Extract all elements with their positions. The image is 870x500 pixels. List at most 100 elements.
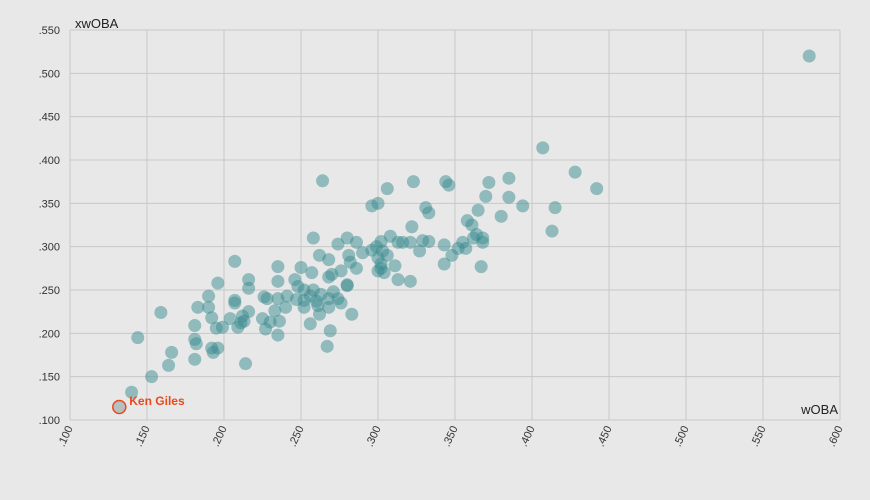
data-point: [322, 253, 336, 267]
y-tick-label: .550: [39, 25, 60, 37]
data-point: [391, 273, 405, 287]
x-tick-label: .300: [364, 424, 384, 448]
data-point: [205, 311, 219, 325]
data-point: [545, 224, 559, 238]
x-tick-label: .100: [56, 424, 76, 448]
data-point: [802, 49, 816, 63]
y-tick-label: .300: [39, 242, 60, 254]
data-point: [502, 171, 516, 185]
data-point: [303, 317, 317, 331]
data-point: [188, 319, 202, 333]
data-point: [239, 357, 253, 371]
y-tick-label: .200: [39, 328, 60, 340]
data-point: [202, 300, 216, 314]
x-tick-label: .400: [518, 424, 538, 448]
data-point: [548, 201, 562, 215]
x-axis-title: wOBA: [800, 402, 838, 417]
data-point: [188, 352, 202, 366]
data-point: [482, 176, 496, 190]
x-tick-label: .600: [826, 424, 846, 448]
data-point: [405, 220, 419, 234]
x-tick-label: .550: [749, 424, 769, 448]
data-point: [413, 244, 427, 258]
data-point: [403, 235, 417, 249]
data-point: [189, 337, 203, 351]
data-point: [312, 307, 326, 321]
data-point: [445, 248, 459, 262]
data-point: [334, 296, 348, 310]
data-point: [271, 274, 285, 288]
data-point: [403, 274, 417, 288]
data-point: [323, 324, 337, 338]
data-point: [345, 307, 359, 321]
data-point: [502, 190, 516, 204]
y-tick-label: .100: [39, 415, 60, 427]
data-point: [145, 370, 159, 384]
data-point: [162, 358, 176, 372]
data-point: [406, 175, 420, 189]
data-point: [422, 206, 436, 220]
y-tick-label: .500: [39, 68, 60, 80]
data-point: [294, 260, 308, 274]
data-point: [206, 345, 220, 359]
data-point: [334, 264, 348, 278]
data-point: [568, 165, 582, 179]
data-point: [459, 241, 473, 255]
grid-layer: [69, 29, 841, 421]
highlight-point: [112, 399, 127, 415]
data-point: [268, 304, 282, 318]
data-point: [590, 182, 604, 196]
data-point: [228, 296, 242, 310]
tick-labels: .100 .150 .200 .250 .300 .350 .400 .450 .500 .550…: [39, 25, 846, 449]
x-tick-label: .500: [672, 424, 692, 448]
data-point: [305, 266, 319, 280]
data-point: [349, 261, 363, 275]
data-point: [202, 289, 216, 303]
data-points: [125, 49, 816, 399]
data-point: [223, 312, 237, 326]
data-point: [356, 246, 370, 260]
data-point: [228, 254, 242, 268]
data-point: [331, 237, 345, 251]
data-point: [242, 281, 256, 295]
data-point: [474, 260, 488, 274]
data-point: [377, 266, 391, 280]
y-tick-label: .450: [39, 112, 60, 124]
y-tick-label: .250: [39, 285, 60, 297]
x-tick-label: .450: [595, 424, 615, 448]
data-point: [479, 189, 493, 203]
data-point: [271, 328, 285, 342]
x-tick-label: .350: [441, 424, 461, 448]
y-tick-label: .350: [39, 198, 60, 210]
data-point: [297, 300, 311, 314]
data-point: [471, 203, 485, 217]
data-point: [516, 199, 530, 213]
data-point: [442, 178, 456, 192]
data-point: [260, 292, 274, 306]
data-point: [494, 209, 508, 223]
data-point: [259, 322, 273, 336]
data-point: [322, 300, 336, 314]
data-point: [466, 231, 480, 245]
data-point: [231, 320, 245, 334]
data-point: [416, 234, 430, 248]
data-point: [437, 238, 451, 252]
y-tick-label: .400: [39, 155, 60, 167]
x-tick-label: .200: [210, 424, 230, 448]
data-point: [388, 259, 402, 273]
data-point: [349, 235, 363, 249]
highlight-group: Ken Giles: [112, 394, 185, 415]
data-point: [131, 331, 145, 345]
y-tick-label: .150: [39, 372, 60, 384]
data-point: [316, 174, 330, 188]
data-point: [306, 231, 320, 245]
data-point: [165, 345, 179, 359]
data-point: [215, 320, 229, 334]
x-tick-label: .150: [133, 424, 153, 448]
data-point: [536, 141, 550, 155]
x-tick-label: .250: [287, 424, 307, 448]
data-point: [154, 306, 168, 320]
data-point: [271, 260, 285, 274]
data-point: [191, 300, 205, 314]
